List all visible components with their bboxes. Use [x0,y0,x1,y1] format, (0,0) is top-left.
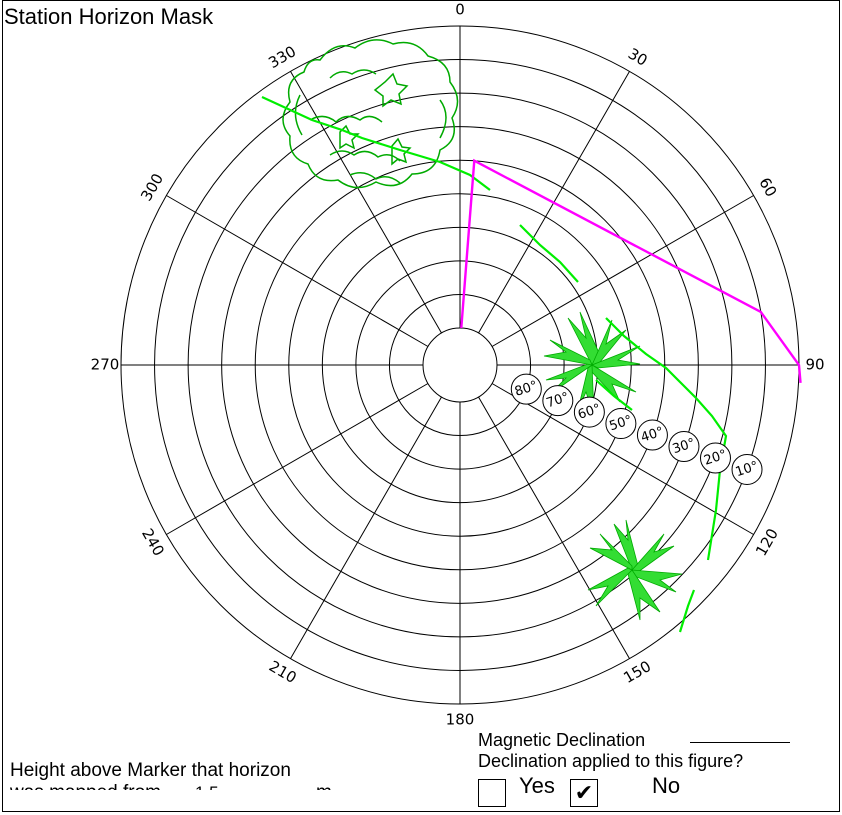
yes-checkbox[interactable] [478,779,506,807]
azimuth-label: 0 [455,1,465,19]
azimuth-label: 240 [138,525,168,559]
elevation-label-circle [605,408,637,440]
height-label-line1: Height above Marker that horizon [10,760,291,781]
height-value[interactable]: 1.5 [195,782,219,790]
elevation-label: 20° [702,447,729,468]
checkmark-icon: ✔ [574,780,594,805]
azimuth-label: 60 [755,174,780,200]
azimuth-spoke [290,71,442,334]
elevation-label-circle [668,431,700,463]
azimuth-label: 30 [625,45,651,70]
azimuth-label: 120 [752,525,782,559]
azimuth-spoke [166,195,429,347]
vegetation-outline [261,96,728,633]
yes-label: Yes [519,773,555,798]
tree-canopy-icon [282,39,459,189]
elevation-labels: 80°70°60°50°40°30°20°10° [510,373,763,485]
azimuth-spoke [491,195,754,347]
height-label-line2: was mapped from [10,782,161,790]
magnetic-declination-field[interactable] [690,742,790,743]
height-unit: m [316,782,332,790]
horizon-mask-line [460,158,802,383]
no-label: No [652,773,681,798]
azimuth-label: 150 [620,657,654,687]
azimuth-label: 180 [446,711,475,729]
elevation-label: 40° [639,424,666,445]
azimuth-spoke [166,383,429,535]
azimuth-spoke [478,396,630,659]
elevation-ring [422,327,498,403]
elevation-label: 10° [734,459,761,480]
azimuth-label: 90 [805,356,824,374]
elevation-label: 30° [671,436,698,457]
azimuth-spoke [290,396,442,659]
elevation-label-circle [510,373,542,405]
azimuth-spoke [491,383,754,535]
page-title: Station Horizon Mask [4,4,214,29]
azimuth-label: 300 [137,170,167,204]
elevation-label-circle [542,385,574,417]
elevation-label: 70° [545,390,572,411]
height-above-marker: Height above Marker that horizon was map… [10,760,370,790]
elevation-label-circle [636,419,668,451]
azimuth-label: 270 [91,356,120,374]
no-checkbox[interactable]: ✔ [570,779,598,807]
elevation-label: 60° [576,401,603,422]
palm-plant-icon [587,519,683,621]
elevation-label-circle [573,396,605,428]
elevation-label: 80° [513,378,540,399]
azimuth-label: 210 [266,657,300,687]
elevation-label-circle [699,442,731,474]
azimuth-spokes [121,26,799,704]
magnetic-declination-label: Magnetic Declination [478,730,646,750]
elevation-label-circle [731,453,763,485]
azimuth-label: 330 [265,42,299,72]
declination-applied-question: Declination applied to this figure? [478,751,744,771]
elevation-label: 50° [608,413,635,434]
